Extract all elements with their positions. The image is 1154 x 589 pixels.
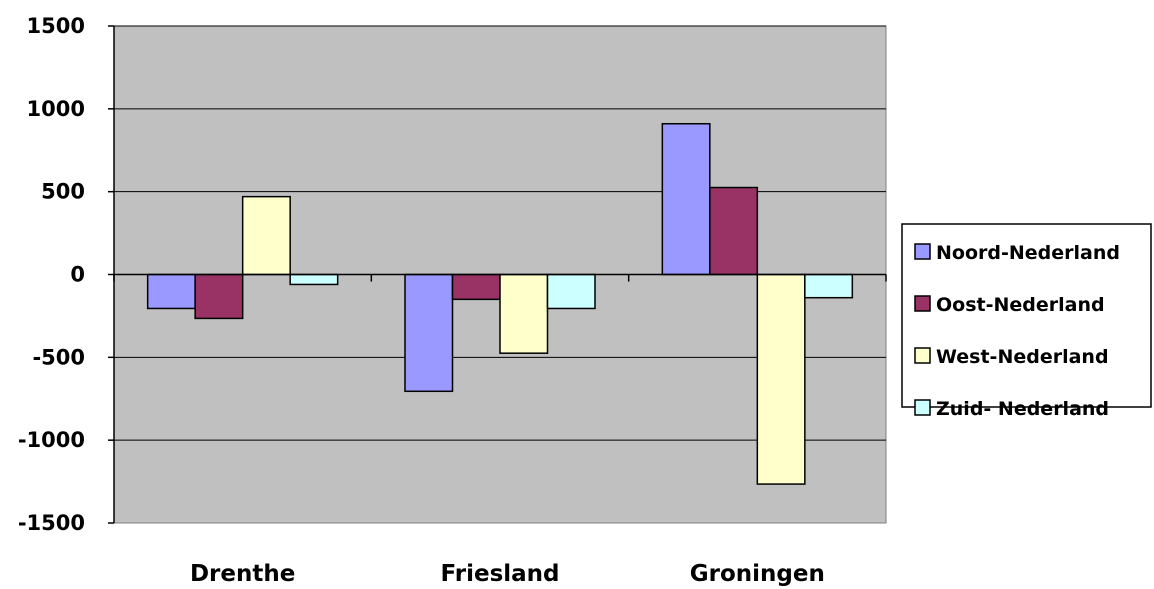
legend-label: Oost-Nederland: [936, 294, 1105, 316]
legend-swatch: [914, 295, 931, 312]
bar-drenthe-zuid-nederland: [289, 273, 339, 286]
legend-label: Zuid- Nederland: [936, 398, 1109, 420]
bar-friesland-zuid-nederland: [546, 273, 596, 310]
bar-groningen-west-nederland: [756, 273, 806, 485]
legend-label: Noord-Nederland: [936, 242, 1120, 264]
y-tick-label: -1000: [18, 428, 85, 452]
axes: 1500 1000 500 0 -500 -1000 -1500 Drenthe Friesla…: [18, 14, 887, 587]
bar-friesland-noord-nederland: [404, 273, 454, 393]
y-tick-label: 1500: [27, 14, 85, 38]
y-tick-label: 1000: [27, 97, 85, 121]
bars: [146, 122, 854, 485]
bar-drenthe-noord-nederland: [146, 273, 196, 310]
legend-swatch: [914, 347, 931, 364]
bar-drenthe-west-nederland: [241, 195, 291, 276]
legend: Noord-Nederland Oost-Nederland West-Nederl…: [901, 223, 1152, 420]
category-label-drenthe: Drenthe: [190, 561, 295, 587]
bar-groningen-noord-nederland: [661, 122, 711, 276]
legend-swatch: [914, 399, 931, 416]
bar-friesland-oost-nederland: [451, 273, 501, 301]
legend-label: West-Nederland: [936, 346, 1109, 368]
y-tick-label: -1500: [18, 511, 85, 535]
legend-box: [901, 223, 1152, 408]
y-tick-label: 500: [41, 180, 85, 204]
bar-groningen-zuid-nederland: [804, 273, 854, 299]
category-label-friesland: Friesland: [441, 561, 560, 587]
bar-groningen-oost-nederland: [709, 186, 759, 276]
category-label-groningen: Groningen: [690, 561, 825, 587]
bar-drenthe-oost-nederland: [194, 273, 244, 320]
legend-swatch: [914, 243, 931, 260]
bar-friesland-west-nederland: [499, 273, 549, 354]
y-tick-label: -500: [32, 345, 85, 369]
y-tick-label: 0: [70, 263, 85, 287]
